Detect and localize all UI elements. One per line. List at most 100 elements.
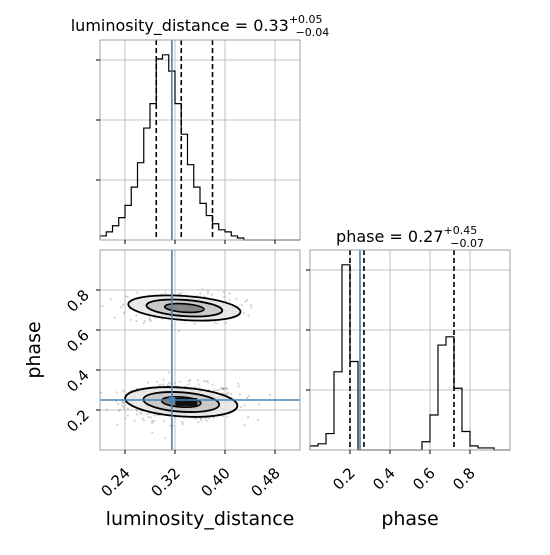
scatter-point bbox=[142, 322, 145, 325]
scatter-point bbox=[149, 319, 152, 323]
scatter-point bbox=[126, 407, 130, 410]
x-tick-label: 0.40 bbox=[197, 464, 233, 500]
scatter-point bbox=[197, 383, 200, 386]
phase-x-tick-label: 0.8 bbox=[449, 464, 479, 494]
density-fills bbox=[125, 295, 241, 417]
scatter-point bbox=[237, 385, 240, 388]
density-contour bbox=[163, 302, 205, 314]
ph-title: phase = 0.27+0.45 −0.07 bbox=[336, 224, 484, 250]
scatter-point bbox=[169, 424, 172, 427]
scatter-point bbox=[222, 387, 225, 390]
scatter-point bbox=[126, 295, 129, 299]
density-contour bbox=[145, 298, 224, 318]
scatter-point bbox=[121, 401, 124, 404]
scatter-point bbox=[101, 305, 104, 308]
scatter-point bbox=[159, 383, 162, 386]
scatter-point bbox=[187, 383, 190, 386]
histogram-step-line bbox=[99, 54, 300, 241]
scatter-point bbox=[216, 322, 219, 325]
scatter-point bbox=[124, 417, 127, 420]
scatter-point bbox=[193, 322, 196, 325]
scatter-point bbox=[148, 317, 151, 320]
truth-marker bbox=[168, 397, 175, 403]
ph-title-minus: −0.07 bbox=[450, 237, 484, 250]
ld-title-minus: −0.04 bbox=[296, 26, 330, 39]
ph-x-tick-labels: 0.2 0.4 0.6 0.8 bbox=[329, 464, 479, 494]
scatter-point bbox=[151, 431, 154, 434]
scatter-point bbox=[240, 303, 243, 307]
scatter-point bbox=[226, 391, 230, 394]
scatter-point bbox=[205, 379, 208, 383]
phase-x-tick-label: 0.4 bbox=[369, 464, 399, 494]
scatter-point bbox=[189, 378, 192, 382]
scatter-point bbox=[181, 422, 185, 425]
scatter-point bbox=[153, 414, 156, 417]
phase-x-axis-label: phase bbox=[381, 508, 438, 530]
scatter-point bbox=[162, 378, 165, 381]
scatter-point bbox=[213, 321, 216, 324]
y-tick-label: 0.8 bbox=[63, 286, 93, 316]
panel-frame bbox=[99, 249, 301, 451]
y-tick-label: 0.6 bbox=[63, 326, 93, 356]
scatter-point bbox=[167, 381, 170, 385]
scatter-point bbox=[122, 389, 125, 392]
scatter-point bbox=[135, 314, 138, 317]
ld-ticks bbox=[96, 59, 276, 244]
scatter-point bbox=[225, 321, 228, 324]
panel-frame bbox=[99, 39, 301, 241]
panel-background bbox=[100, 40, 300, 240]
phase-x-tick-label: 0.6 bbox=[409, 464, 439, 494]
scatter-point bbox=[226, 388, 229, 391]
scatter-point bbox=[243, 404, 246, 407]
scatter-point bbox=[122, 303, 125, 306]
scatter-point bbox=[140, 412, 143, 416]
scatter-point bbox=[173, 381, 176, 385]
scatter-point bbox=[247, 416, 250, 419]
scatter-point bbox=[120, 305, 123, 309]
x-tick-label: 0.24 bbox=[97, 464, 133, 500]
ph-quantile-lines bbox=[349, 250, 455, 450]
luminosity-distance-histogram-panel: luminosity_distance = 0.33+0.05 −0.04 bbox=[71, 13, 330, 244]
scatter-point bbox=[124, 295, 127, 298]
scatter-point bbox=[126, 414, 129, 417]
scatter-point bbox=[206, 292, 210, 295]
scatter-point bbox=[121, 400, 124, 403]
scatter-point bbox=[217, 389, 220, 392]
truth-crosshair bbox=[100, 250, 300, 450]
scatter-point bbox=[243, 311, 246, 315]
scatter-point bbox=[122, 407, 126, 410]
scatter-point bbox=[226, 415, 229, 418]
scatter-point bbox=[116, 423, 119, 426]
y-tick-label: 0.4 bbox=[63, 366, 93, 396]
scatter-point bbox=[129, 318, 132, 321]
scatter-point bbox=[162, 383, 165, 386]
x-axis-label: luminosity_distance bbox=[106, 508, 295, 530]
scatter-point bbox=[149, 416, 153, 419]
scatter-point bbox=[223, 295, 226, 299]
scatter-point bbox=[149, 318, 152, 321]
scatter-point bbox=[177, 329, 181, 332]
scatter-point bbox=[204, 417, 207, 420]
scatter-point bbox=[138, 411, 142, 414]
scatter-point bbox=[118, 408, 122, 411]
scatter-point bbox=[117, 402, 120, 405]
ld-quantile-lines bbox=[155, 40, 214, 240]
scatter-point bbox=[113, 316, 116, 319]
scatter-point bbox=[205, 419, 208, 422]
scatter-point bbox=[105, 409, 108, 412]
ld-title-plus: +0.05 bbox=[289, 13, 323, 26]
x-tick-label: 0.48 bbox=[247, 464, 283, 500]
y-tick-label: 0.2 bbox=[63, 406, 93, 436]
scatter-point bbox=[151, 419, 154, 423]
scatter-point bbox=[202, 380, 206, 383]
panel-background bbox=[310, 250, 510, 450]
scatter-point bbox=[245, 298, 249, 302]
scatter-point bbox=[247, 314, 250, 317]
scatter-point bbox=[210, 293, 214, 296]
phase-histogram-panel: 0.2 0.4 0.6 0.8 phase = 0.27+0.45 −0.07 phas… bbox=[306, 224, 511, 530]
density-contour bbox=[127, 294, 242, 322]
scatter-point bbox=[197, 421, 200, 424]
panel-background bbox=[100, 250, 300, 450]
